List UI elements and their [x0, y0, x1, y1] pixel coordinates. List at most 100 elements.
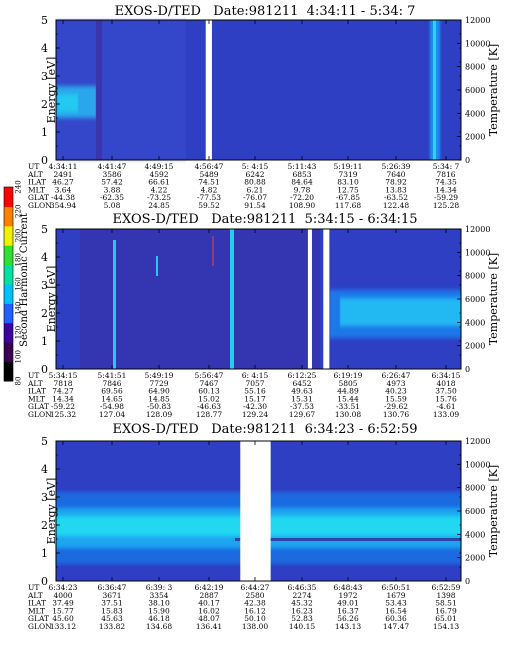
orbit-ut-value: 5:11:43 — [288, 162, 317, 171]
row-label-glat: GLAT — [28, 193, 49, 202]
orbit-ilat-value: 78.92 — [385, 178, 407, 187]
orbit-alt-value: 7816 — [436, 170, 455, 179]
orbit-mlt-value: 9.78 — [294, 185, 311, 194]
panel-2-y2-axis-label: Temperature [K] — [487, 253, 500, 345]
orbit-alt-value: 4000 — [53, 591, 72, 600]
orbit-ilat-value: 40.23 — [385, 387, 407, 396]
orbit-glon-value: 5.08 — [104, 201, 121, 210]
orbit-glat-value: -59.29 — [434, 193, 458, 202]
y2-tick-label: 4000 — [465, 530, 485, 539]
orbit-ilat-value: 57.42 — [101, 178, 123, 187]
orbit-glat-value: 52.83 — [291, 614, 313, 623]
orbit-alt-value: 1972 — [338, 591, 357, 600]
orbit-mlt-value: 14.65 — [101, 394, 123, 403]
orbit-alt-value: 7319 — [338, 170, 357, 179]
panel-3-x-ticks — [62, 441, 447, 581]
orbit-mlt-value: 15.76 — [435, 394, 457, 403]
orbit-mlt-value: 16.02 — [198, 606, 220, 615]
y-tick-label: 1 — [41, 335, 48, 348]
panel-3-orbit-table: 6:34:23400037.4915.7745.60133.126:36:473… — [49, 583, 461, 631]
data-gap — [307, 229, 312, 369]
panel-3-y-ticks: 0 1 2 3 4 5 — [41, 435, 461, 588]
orbit-ut-value: 5:19:11 — [334, 162, 363, 171]
colorbar-swatch — [4, 264, 13, 285]
panel-1-streak-d — [433, 20, 436, 160]
colorbar-swatch — [4, 225, 13, 246]
panel-2-purple-region — [80, 229, 320, 369]
orbit-glat-value: -46.63 — [197, 402, 221, 411]
panel-2-x-ticks — [62, 229, 447, 369]
orbit-ilat-value: 66.61 — [148, 178, 169, 187]
orbit-ilat-value: 42.38 — [244, 599, 266, 608]
orbit-alt-value: 6853 — [292, 170, 311, 179]
orbit-glon-value: 128.09 — [146, 410, 172, 419]
colorbar-tick-label: 140 — [15, 302, 23, 315]
panel-2-streak-b — [156, 256, 158, 276]
colorbar-label: Second Harmonic Current — [19, 213, 30, 347]
orbit-mlt-value: 15.90 — [148, 606, 170, 615]
orbit-ut-value: 6:34:23 — [49, 583, 78, 592]
orbit-glon-value: 133.09 — [433, 410, 459, 419]
colorbar: 80 100 120 140 160 180 200 220 240 Second Harmon… — [3, 180, 30, 385]
orbit-ilat-value: 74.27 — [52, 387, 74, 396]
panel-2-plasma-band-inner — [340, 298, 461, 326]
colorbar-swatch — [4, 187, 13, 207]
orbit-ilat-value: 74.51 — [198, 178, 219, 187]
orbit-glon-value: 108.90 — [289, 201, 315, 210]
orbit-ut-value: 5:49:19 — [145, 371, 174, 380]
panel-1-gaps — [205, 20, 212, 160]
y-tick-label: 3 — [41, 70, 48, 83]
row-label-glon: GLON — [28, 410, 52, 419]
panel-1-title: EXOS-D/TED Date:981211 4:34:11 - 5:34: 7 — [115, 4, 416, 19]
y2-tick-label: 10000 — [465, 248, 490, 257]
orbit-mlt-value: 15.44 — [337, 394, 359, 403]
orbit-ut-value: 4:34:11 — [49, 162, 78, 171]
orbit-ut-value: 5:34: 7 — [433, 162, 460, 171]
row-label-glon: GLON — [28, 622, 52, 631]
panel-1-y-ticks: 0 1 2 3 4 5 — [41, 14, 461, 167]
panel-2-title: EXOS-D/TED Date:981211 5:34:15 - 6:34:15 — [113, 212, 418, 227]
panel-1-streak-a — [96, 20, 102, 160]
orbit-ut-value: 6:42:19 — [195, 583, 224, 592]
y-tick-label: 5 — [41, 14, 48, 27]
orbit-glon-value: 127.04 — [99, 410, 125, 419]
orbit-alt-value: 3354 — [149, 591, 168, 600]
panel-3-gaps — [240, 441, 271, 581]
orbit-ut-value: 6:46:35 — [288, 583, 317, 592]
orbit-ut-value: 6:36:47 — [98, 583, 127, 592]
orbit-ilat-value: 37.49 — [52, 599, 74, 608]
y-tick-label: 2 — [41, 519, 48, 532]
orbit-ut-value: 6: 4:15 — [242, 371, 269, 380]
row-label-glat: GLAT — [28, 402, 49, 411]
orbit-glat-value: -50.83 — [147, 402, 171, 411]
data-gap — [205, 20, 212, 160]
row-label-alt: ALT — [27, 591, 43, 600]
orbit-ilat-value: 45.32 — [291, 599, 313, 608]
orbit-ut-value: 4:56:47 — [195, 162, 224, 171]
orbit-ilat-value: 58.51 — [435, 599, 456, 608]
row-label-mlt: MLT — [28, 394, 45, 403]
y2-tick-label: 0 — [465, 365, 470, 374]
orbit-glat-value: 56.26 — [337, 614, 359, 623]
orbit-ilat-value: 49.63 — [291, 387, 313, 396]
orbit-ut-value: 6:39: 3 — [146, 583, 173, 592]
orbit-alt-value: 1679 — [386, 591, 405, 600]
orbit-ut-value: 6:48:43 — [334, 583, 363, 592]
colorbar-swatch — [4, 284, 13, 304]
orbit-ut-value: 6:26:47 — [382, 371, 411, 380]
orbit-glat-value: -37.53 — [290, 402, 314, 411]
orbit-mlt-value: 16.37 — [337, 606, 359, 615]
orbit-glat-value: -44.38 — [51, 193, 75, 202]
orbit-glon-value: 138.00 — [242, 622, 268, 631]
y2-tick-label: 2000 — [465, 554, 485, 563]
orbit-glat-value: -73.25 — [147, 193, 171, 202]
orbit-ilat-value: 37.50 — [435, 387, 457, 396]
orbit-glat-value: 65.01 — [435, 614, 456, 623]
orbit-mlt-value: 15.83 — [101, 606, 123, 615]
panel-2-heatmap — [80, 229, 461, 369]
y2-tick-label: 6000 — [465, 86, 485, 95]
orbit-glat-value: 45.60 — [52, 614, 74, 623]
orbit-alt-value: 4592 — [149, 170, 168, 179]
orbit-ut-value: 4:41:47 — [98, 162, 127, 171]
orbit-glon-value: 125.32 — [50, 410, 76, 419]
